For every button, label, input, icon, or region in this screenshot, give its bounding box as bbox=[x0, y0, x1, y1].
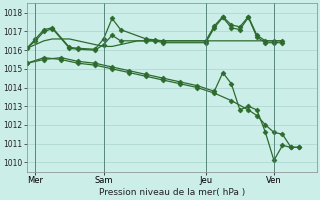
X-axis label: Pression niveau de la mer( hPa ): Pression niveau de la mer( hPa ) bbox=[99, 188, 245, 197]
